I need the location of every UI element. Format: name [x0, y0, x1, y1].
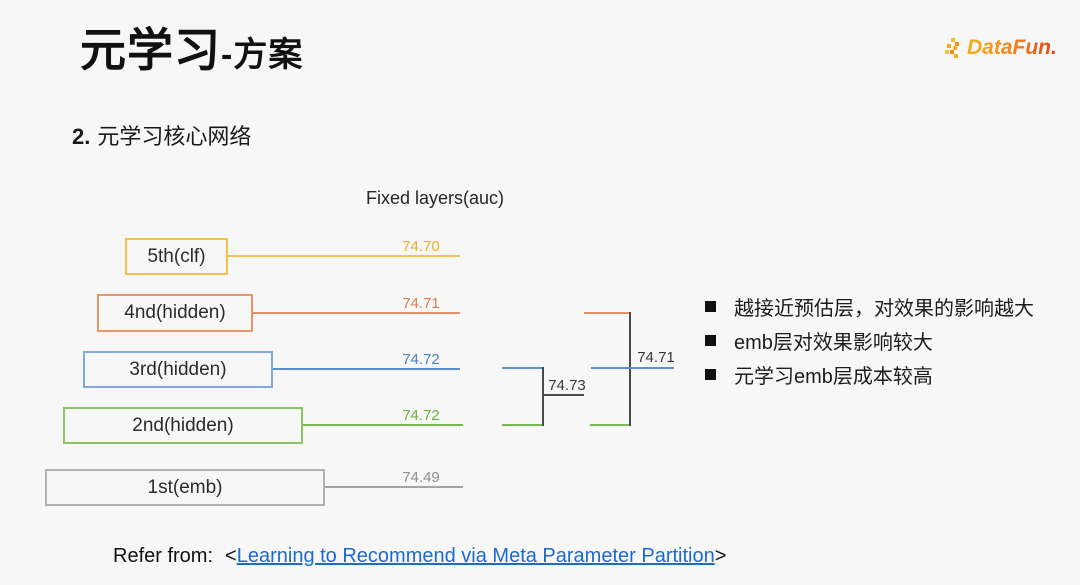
diagram-axis-title: Fixed layers(auc): [365, 188, 505, 208]
note-item: 元学习emb层成本较高: [705, 357, 1034, 391]
auc-line-5th: [228, 255, 460, 257]
logo-sparkle-icon: [953, 46, 957, 50]
reference-link[interactable]: Learning to Recommend via Meta Parameter…: [236, 545, 715, 567]
bullet-square-icon: [705, 300, 716, 312]
reference-prefix: Refer from:: [113, 545, 214, 567]
layer-box-5th-clf: 5th(clf): [125, 238, 228, 275]
bullet-square-icon: [705, 334, 716, 346]
layer-box-4th-hidden: 4nd(hidden): [97, 294, 253, 332]
merge2-bracket-line: [629, 312, 631, 426]
auc-line-3rd: [273, 368, 460, 370]
auc-value-2nd: 74.72: [402, 407, 440, 424]
merge1-top-connector: [502, 367, 543, 369]
reference-line: Refer from: <Learning to Recommend via Me…: [113, 545, 726, 568]
datafun-logo: DataFun.: [953, 36, 1057, 60]
merge1-bracket-line: [542, 367, 544, 426]
note-item: emb层对效果影响较大: [705, 323, 1034, 357]
note-text: emb层对效果影响较大: [734, 331, 933, 354]
merge1-bottom-connector: [502, 424, 543, 426]
reference-open-bracket: <: [225, 545, 237, 567]
layer-box-2nd-hidden: 2nd(hidden): [63, 407, 303, 444]
page-title-suffix: -方案: [221, 36, 304, 74]
bullet-square-icon: [705, 368, 716, 380]
note-text: 元学习emb层成本较高: [734, 365, 933, 388]
note-text: 越接近预估层，对效果的影响越大: [734, 297, 1034, 320]
note-item: 越接近预估层，对效果的影响越大: [705, 289, 1034, 323]
auc-value-1st: 74.49: [402, 469, 440, 486]
auc-value-5th: 74.70: [402, 238, 440, 255]
merge1-output-line: [544, 394, 584, 396]
merge2-middle-connector: [591, 367, 674, 369]
layer-box-1st-emb: 1st(emb): [45, 469, 325, 506]
page-title: 元学习 -方案: [80, 14, 303, 80]
layer-box-3rd-hidden: 3rd(hidden): [83, 351, 273, 388]
merge2-bottom-connector: [590, 424, 630, 426]
merge1-auc-value: 74.73: [548, 377, 586, 394]
auc-value-3rd: 74.72: [402, 351, 440, 368]
section-title: 元学习核心网络: [97, 124, 252, 149]
merge2-auc-value: 74.71: [637, 349, 675, 366]
section-number: 2.: [72, 124, 91, 149]
reference-close-bracket: >: [714, 545, 727, 567]
notes-list: 越接近预估层，对效果的影响越大 emb层对效果影响较大 元学习emb层成本较高: [705, 289, 1034, 391]
page-title-main: 元学习: [80, 24, 221, 76]
logo-text: DataFun.: [967, 36, 1057, 59]
auc-line-2nd: [303, 424, 463, 426]
auc-line-1st: [325, 486, 463, 488]
section-heading: 2. 元学习核心网络: [72, 119, 251, 151]
auc-value-4th: 74.71: [402, 295, 440, 312]
auc-line-4th: [253, 312, 460, 314]
merge2-top-connector: [584, 312, 630, 314]
